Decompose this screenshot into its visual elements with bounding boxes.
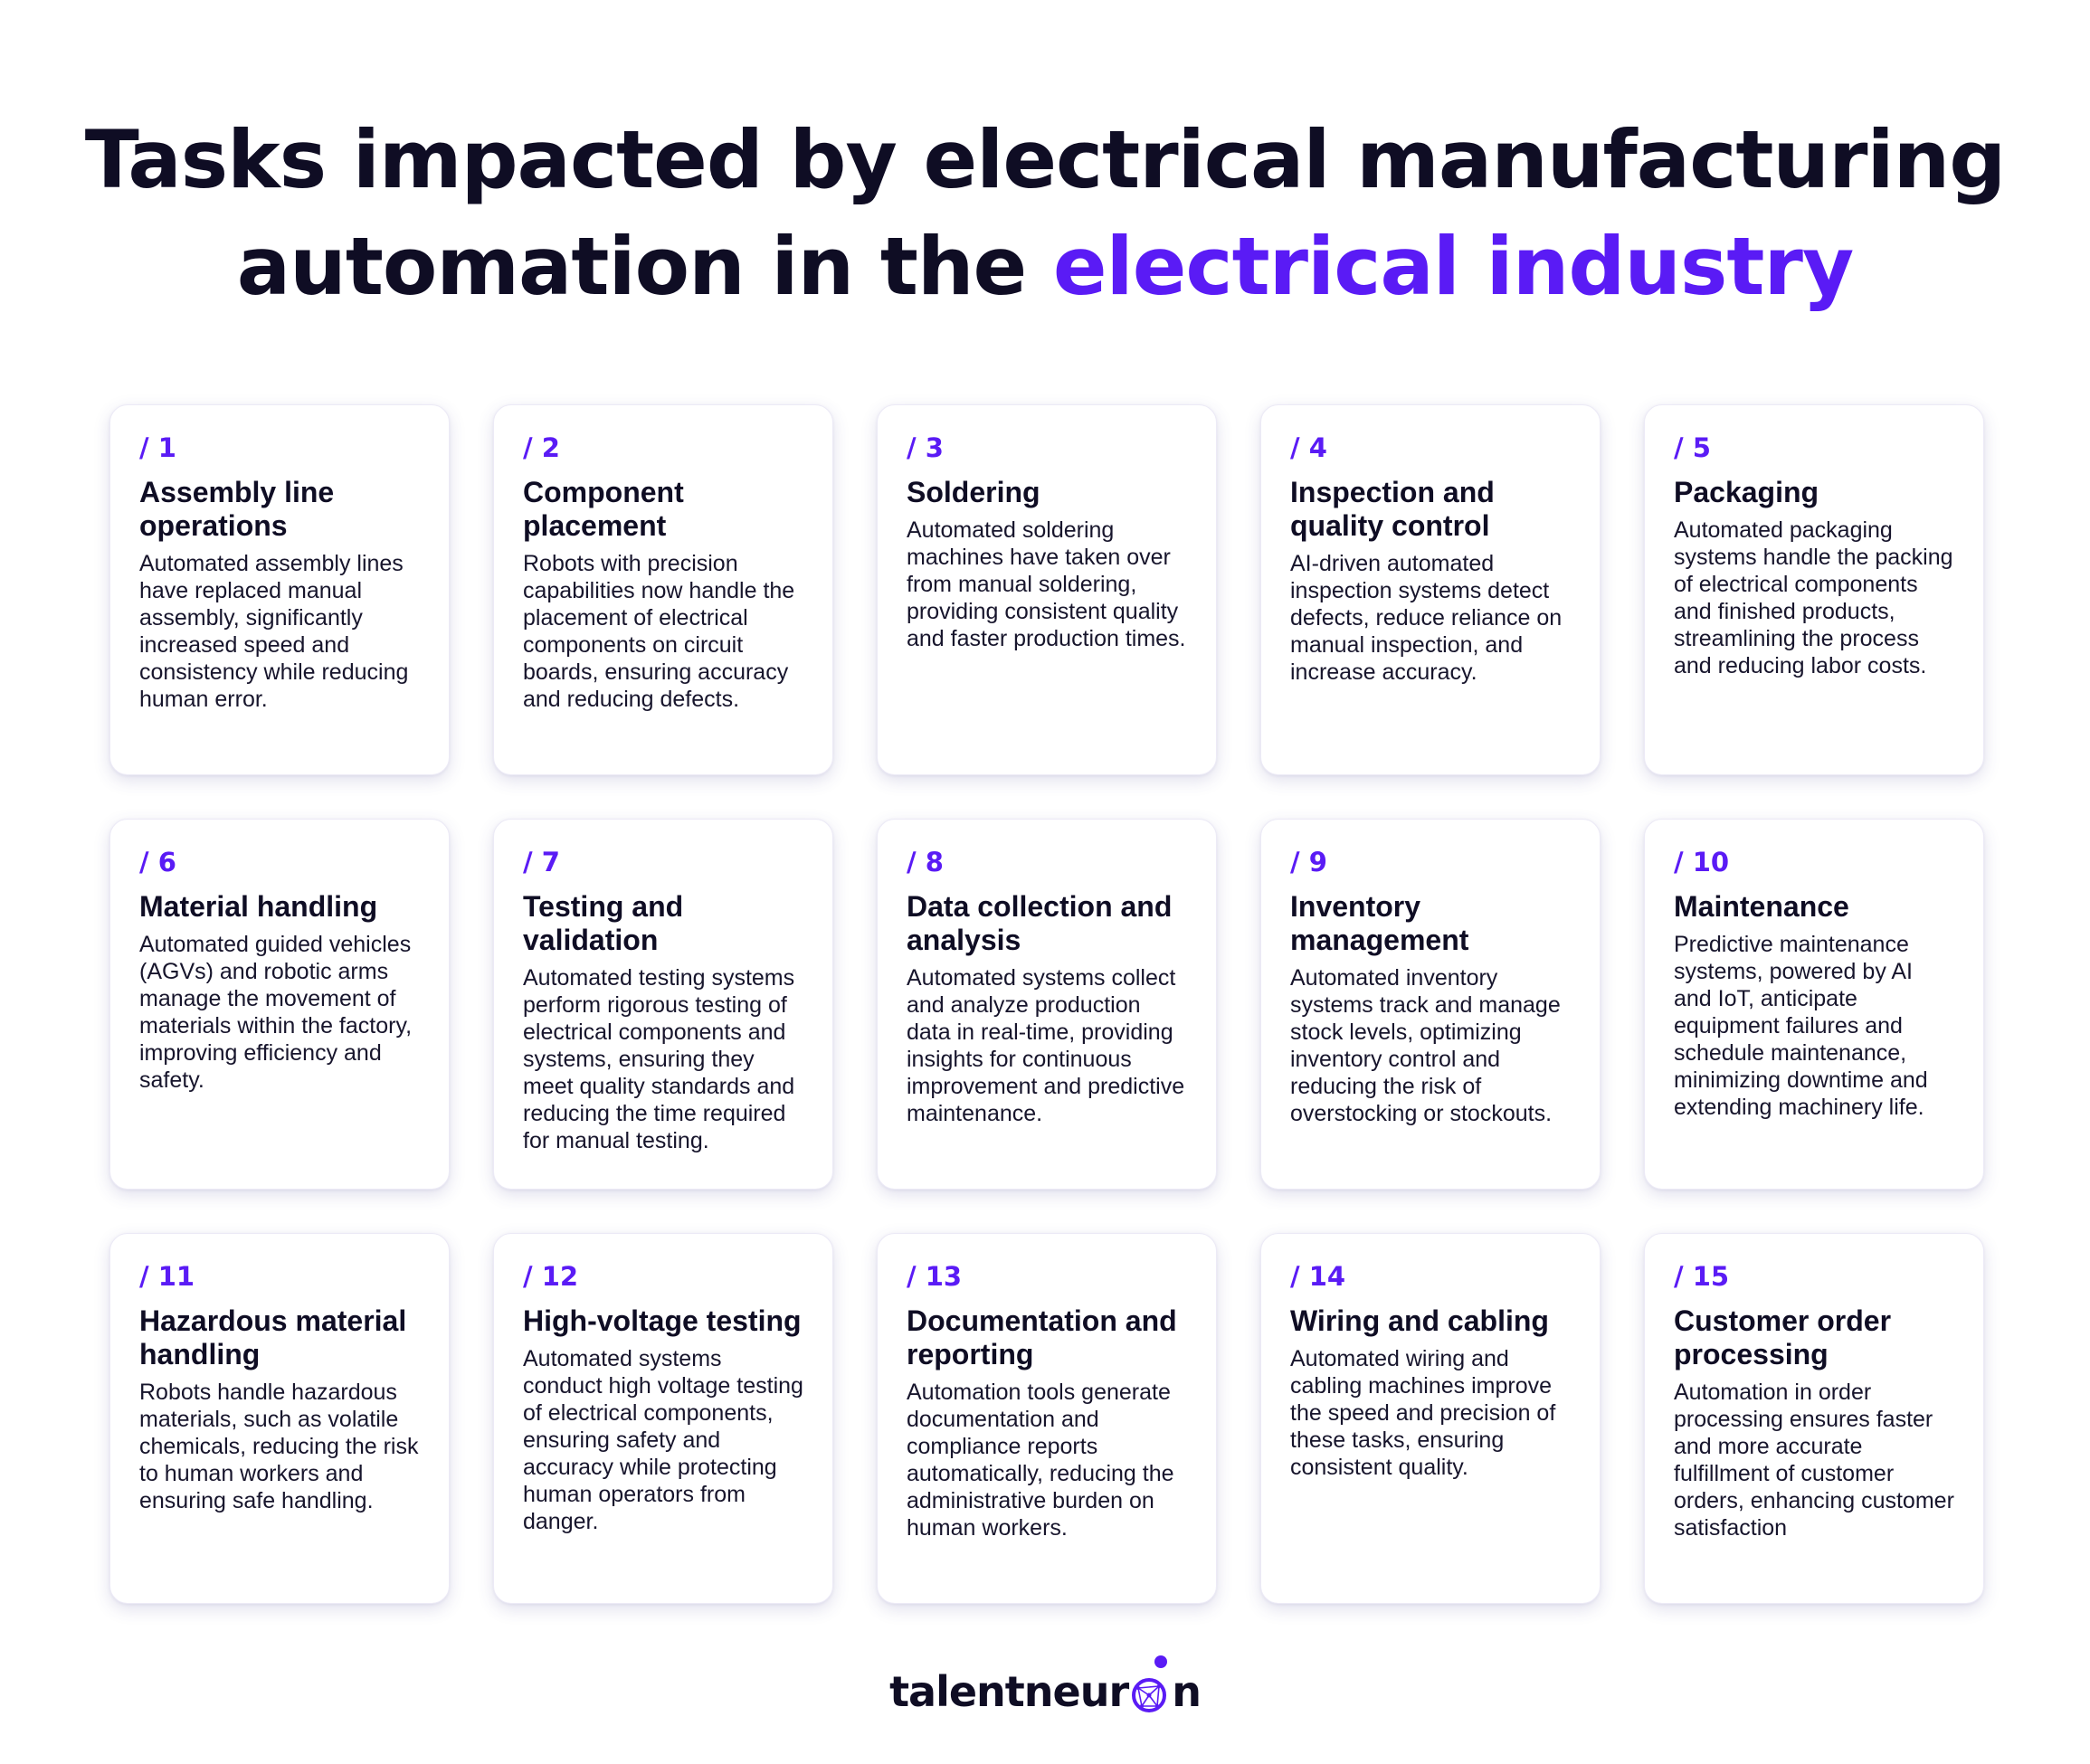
task-card: / 15 Customer order processing Automatio…: [1644, 1233, 1984, 1604]
task-card: / 8 Data collection and analysis Automat…: [877, 819, 1217, 1190]
card-description: Automated systems collect and analyze pr…: [907, 965, 1185, 1126]
card-number: / 4: [1290, 432, 1327, 463]
card-description: Robots handle hazardous materials, such …: [139, 1380, 419, 1513]
card-description: Automated wiring and cabling machines im…: [1290, 1346, 1556, 1480]
card-title: Material handling: [139, 890, 378, 923]
task-card: / 1 Assembly line operations Automated a…: [109, 404, 450, 775]
task-card: / 11 Hazardous material handling Robots …: [109, 1233, 450, 1604]
card-title: Packaging: [1674, 476, 1819, 508]
task-card: / 2 Component placement Robots with prec…: [493, 404, 833, 775]
card-title: Documentation and reporting: [907, 1304, 1177, 1370]
card-title: Hazardous material handling: [139, 1304, 407, 1370]
card-number: / 12: [523, 1261, 579, 1292]
card-description: Automation in order processing ensures f…: [1674, 1380, 1954, 1541]
card-number: / 8: [907, 847, 944, 877]
card-title: Inspection and quality control: [1290, 476, 1495, 542]
card-title: Customer order processing: [1674, 1304, 1892, 1370]
logo-text-start: talentneur: [889, 1667, 1129, 1716]
task-card: / 5 Packaging Automated packaging system…: [1644, 404, 1984, 775]
card-description: Robots with precision capabilities now h…: [523, 551, 795, 712]
card-title: Maintenance: [1674, 890, 1849, 923]
card-number: / 6: [139, 847, 176, 877]
task-card: / 14 Wiring and cabling Automated wiring…: [1260, 1233, 1601, 1604]
card-number: / 11: [139, 1261, 195, 1292]
title-accent: electrical industry: [1052, 220, 1854, 313]
card-number: / 7: [523, 847, 560, 877]
card-number: / 2: [523, 432, 560, 463]
card-title: Component placement: [523, 476, 684, 542]
card-description: Automated guided vehicles (AGVs) and rob…: [139, 932, 413, 1093]
card-number: / 15: [1674, 1261, 1730, 1292]
card-description: Automated soldering machines have taken …: [907, 517, 1186, 651]
page-title: Tasks impacted by electrical manufacturi…: [0, 107, 2090, 320]
card-description: Automated inventory systems track and ma…: [1290, 965, 1561, 1126]
card-description: Automated packaging systems handle the p…: [1674, 517, 1953, 678]
task-card: / 7 Testing and validation Automated tes…: [493, 819, 833, 1190]
card-description: Automation tools generate documentation …: [907, 1380, 1174, 1541]
card-title: Assembly line operations: [139, 476, 335, 542]
task-card: / 6 Material handling Automated guided v…: [109, 819, 450, 1190]
card-title: Soldering: [907, 476, 1040, 508]
neuron-o-icon: [1129, 1654, 1171, 1717]
task-card: / 10 Maintenance Predictive maintenance …: [1644, 819, 1984, 1190]
card-description: Predictive maintenance systems, powered …: [1674, 932, 1928, 1120]
card-title: Inventory management: [1290, 890, 1469, 956]
card-title: Wiring and cabling: [1290, 1304, 1549, 1337]
logo-text-end: n: [1172, 1667, 1202, 1716]
task-card: / 4 Inspection and quality control AI-dr…: [1260, 404, 1601, 775]
task-card: / 9 Inventory management Automated inven…: [1260, 819, 1601, 1190]
card-number: / 14: [1290, 1261, 1346, 1292]
task-card: / 3 Soldering Automated soldering machin…: [877, 404, 1217, 775]
card-number: / 9: [1290, 847, 1327, 877]
brand-logo: talentneur: [0, 1654, 2090, 1717]
card-description: AI-driven automated inspection systems d…: [1290, 551, 1563, 685]
card-number: / 1: [139, 432, 176, 463]
task-card: / 13 Documentation and reporting Automat…: [877, 1233, 1217, 1604]
card-number: / 3: [907, 432, 944, 463]
task-cards-grid: / 1 Assembly line operations Automated a…: [109, 404, 1987, 1604]
card-number: / 5: [1674, 432, 1711, 463]
card-number: / 13: [907, 1261, 963, 1292]
card-title: Data collection and analysis: [907, 890, 1173, 956]
card-title: High-voltage testing: [523, 1304, 802, 1337]
title-line-1: Tasks impacted by electrical manufacturi…: [84, 113, 2007, 206]
logo-wordmark: talentneur: [889, 1654, 1202, 1717]
card-description: Automated assembly lines have replaced m…: [139, 551, 409, 712]
card-title: Testing and validation: [523, 890, 684, 956]
card-description: Automated systems conduct high voltage t…: [523, 1346, 803, 1534]
title-line-2: automation in the: [236, 220, 1053, 313]
task-card: / 12 High-voltage testing Automated syst…: [493, 1233, 833, 1604]
card-number: / 10: [1674, 847, 1730, 877]
card-description: Automated testing systems perform rigoro…: [523, 965, 795, 1153]
